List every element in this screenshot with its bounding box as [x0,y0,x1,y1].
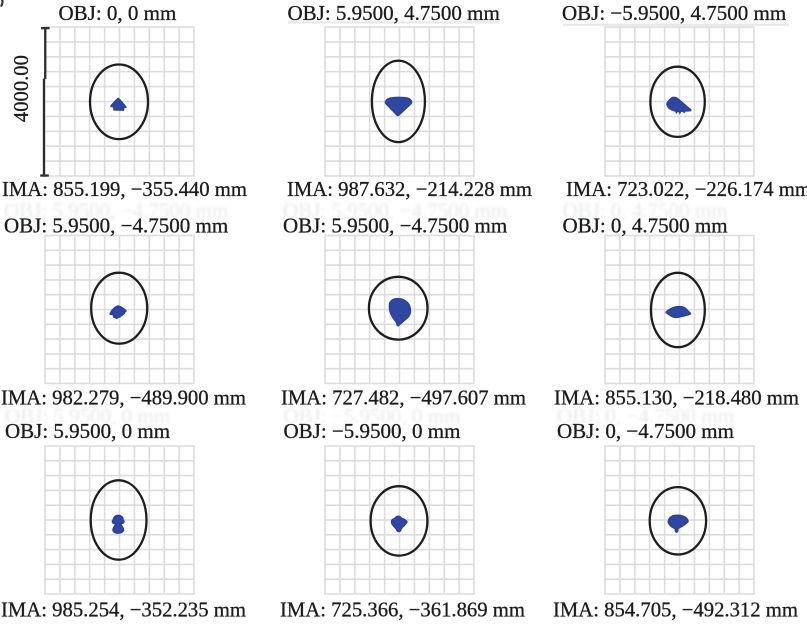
svg-text:OBJ: 0, 4.7500 mm: OBJ: 0, 4.7500 mm [563,213,728,237]
svg-text:OBJ: 5.9500, 0 mm: OBJ: 5.9500, 0 mm [5,404,170,428]
svg-text:OBJ: 0, −4.7500 mm: OBJ: 0, −4.7500 mm [557,404,734,428]
svg-text:IMA: 985.254, −352.235 mm: IMA: 985.254, −352.235 mm [1,600,246,622]
svg-text:OBJ: 5.9500, −4.7500 mm: OBJ: 5.9500, −4.7500 mm [4,198,228,222]
svg-text:IMA: 855.130, −218.480 mm: IMA: 855.130, −218.480 mm [554,387,799,409]
svg-text:IMA: 982.279, −489.900 mm: IMA: 982.279, −489.900 mm [1,387,246,409]
svg-text:OBJ: 5.9500, 4.7500 mm: OBJ: 5.9500, 4.7500 mm [288,1,500,25]
svg-text:OBJ: 5.9500, 0 mm: OBJ: 5.9500, 0 mm [5,419,170,443]
svg-text:IMA: 723.022, −226.174 mm: IMA: 723.022, −226.174 mm [566,179,807,201]
svg-text:OBJ: −5.9500, 0 mm: OBJ: −5.9500, 0 mm [284,404,461,428]
svg-text:OBJ: 5.9500, −4.7500 mm: OBJ: 5.9500, −4.7500 mm [283,198,507,222]
svg-text:IMA: 854.705, −492.312 mm: IMA: 854.705, −492.312 mm [553,600,798,622]
svg-text:OBJ: 5.9500, −4.7500 mm: OBJ: 5.9500, −4.7500 mm [283,213,507,237]
svg-text:IMA: 725.366, −361.869 mm: IMA: 725.366, −361.869 mm [280,600,525,622]
svg-text:IMA: 727.482, −497.607 mm: IMA: 727.482, −497.607 mm [281,387,526,409]
svg-text:IMA: 855.199, −355.440 mm: IMA: 855.199, −355.440 mm [2,179,247,201]
svg-text:OBJ: −5.9500, 4.7500 mm: OBJ: −5.9500, 4.7500 mm [562,1,786,25]
svg-text:OBJ: 0, 0 mm: OBJ: 0, 0 mm [59,1,177,25]
svg-text:OBJ: 0, 4.7500 mm: OBJ: 0, 4.7500 mm [563,198,728,222]
svg-text:IMA: 987.632, −214.228 mm: IMA: 987.632, −214.228 mm [287,179,532,201]
svg-text:OBJ: −5.9500, 0 mm: OBJ: −5.9500, 0 mm [284,419,461,443]
svg-text:OBJ: 5.9500, −4.7500 mm: OBJ: 5.9500, −4.7500 mm [4,213,228,237]
svg-text:4000.00: 4000.00 [11,55,33,122]
svg-text:OBJ: 0, −4.7500 mm: OBJ: 0, −4.7500 mm [557,419,734,443]
